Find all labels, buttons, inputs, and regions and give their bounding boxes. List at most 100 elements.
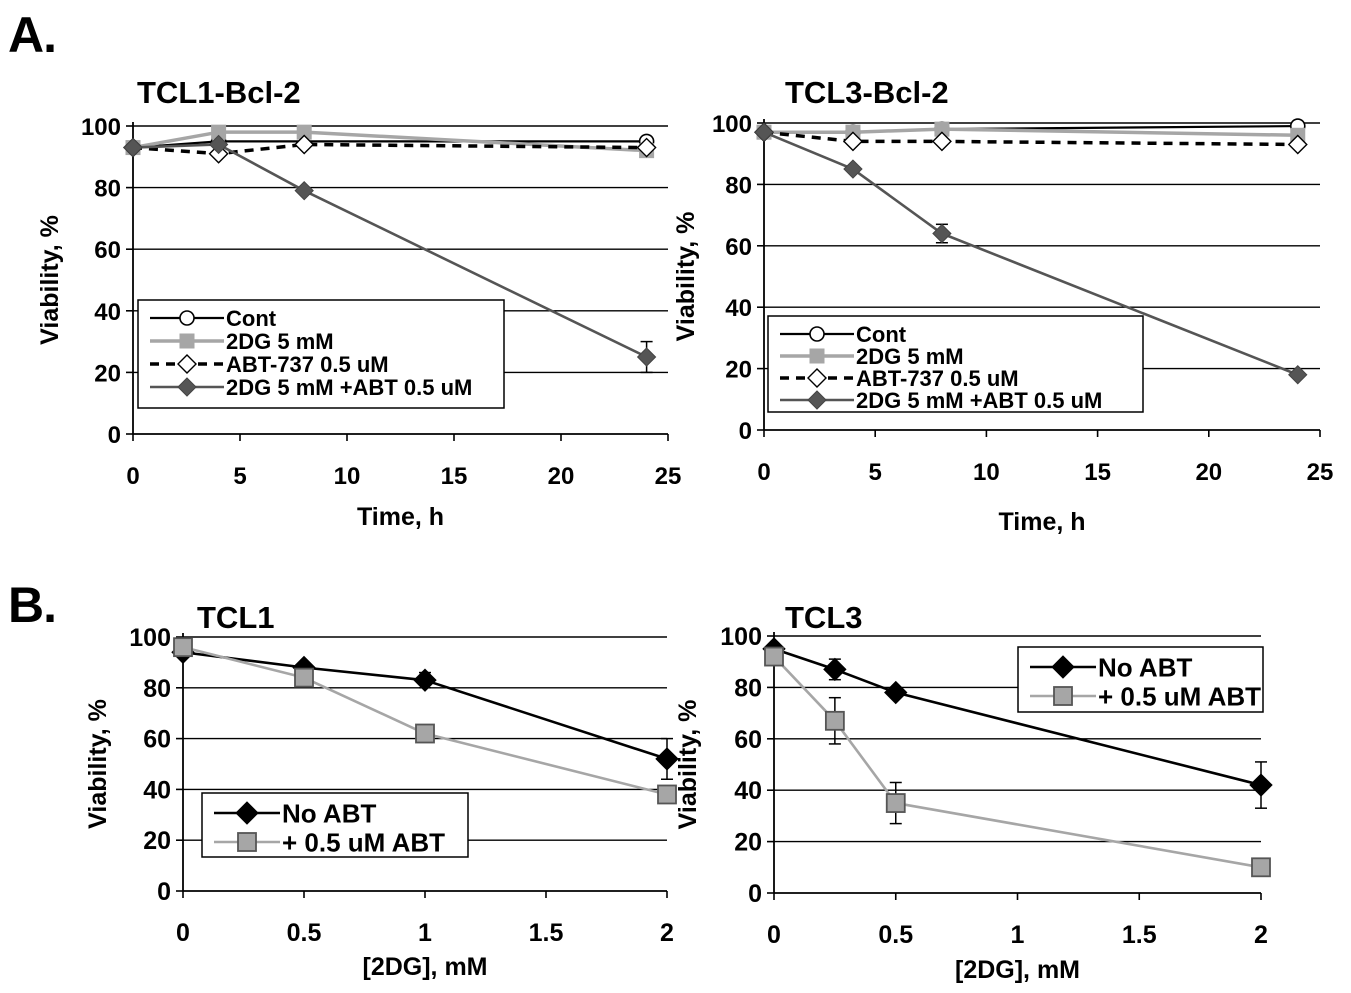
legend-label: ABT-737 0.5 uM xyxy=(226,352,389,377)
legend-marker-dg xyxy=(179,333,195,349)
y-tick-label: 100 xyxy=(712,111,752,138)
y-tick-label: 80 xyxy=(734,674,762,702)
x-axis-label: Time, h xyxy=(357,503,444,531)
data-point-plus_abt xyxy=(885,793,906,813)
legend-box xyxy=(767,315,1144,413)
y-tick-label: 20 xyxy=(143,827,171,855)
data-point-combo xyxy=(1288,365,1308,385)
x-tick-label: 0 xyxy=(767,921,781,949)
series-line-no_abt xyxy=(182,650,668,761)
data-point-no_abt xyxy=(884,680,908,705)
y-axis-label: Viability, % xyxy=(84,699,112,829)
x-tick-label: 15 xyxy=(1084,459,1111,486)
y-tick-label: 100 xyxy=(129,624,171,652)
x-tick-label: 15 xyxy=(441,463,468,490)
legend-label: Cont xyxy=(856,322,907,347)
y-tick-label: 0 xyxy=(108,422,121,449)
series-line-no_abt xyxy=(773,647,1262,787)
legend-marker-cont xyxy=(179,310,195,326)
x-tick-label: 0 xyxy=(757,459,770,486)
x-axis-label: [2DG], mM xyxy=(363,953,488,981)
data-point-abt xyxy=(636,137,657,158)
x-tick-label: 1.5 xyxy=(1122,921,1157,949)
data-point-abt xyxy=(1287,134,1308,155)
data-point-abt xyxy=(931,131,952,152)
legend-label: 2DG 5 mM xyxy=(226,329,334,354)
x-tick-label: 2 xyxy=(1254,921,1268,949)
legend-label: No ABT xyxy=(1098,652,1192,682)
y-tick-label: 40 xyxy=(734,777,762,805)
x-tick-label: 20 xyxy=(1195,459,1222,486)
y-tick-label: 80 xyxy=(94,176,121,203)
y-tick-label: 80 xyxy=(725,172,752,199)
data-point-plus_abt xyxy=(764,646,784,667)
data-point-combo xyxy=(754,122,774,142)
data-point-no_abt xyxy=(655,747,679,771)
y-tick-label: 100 xyxy=(81,114,121,141)
x-tick-label: 25 xyxy=(1307,459,1334,486)
data-point-plus_abt xyxy=(415,723,435,744)
y-tick-label: 20 xyxy=(725,357,752,384)
series-line-combo xyxy=(763,131,1299,376)
y-axis-label: Viability, % xyxy=(674,700,702,830)
x-tick-label: 10 xyxy=(334,463,361,490)
legend-marker-plus_abt xyxy=(237,832,257,852)
legend-label: + 0.5 uM ABT xyxy=(1098,681,1261,711)
legend-marker-abt xyxy=(807,368,827,388)
legend-marker-abt xyxy=(177,354,197,374)
panel-a-label: A. xyxy=(8,7,57,63)
x-tick-label: 5 xyxy=(869,459,882,486)
series-line-dg xyxy=(764,127,1298,138)
legend-label: 2DG 5 mM +ABT 0.5 uM xyxy=(226,375,472,400)
y-tick-label: 20 xyxy=(94,360,121,387)
x-axis-label: [2DG], mM xyxy=(955,956,1080,984)
x-tick-label: 1 xyxy=(1011,921,1025,949)
legend-label: ABT-737 0.5 uM xyxy=(856,366,1019,391)
y-tick-label: 60 xyxy=(94,237,121,264)
data-point-no_abt xyxy=(413,668,437,692)
chart-title: TCL1 xyxy=(197,600,275,635)
y-tick-label: 80 xyxy=(143,675,171,703)
x-tick-label: 0.5 xyxy=(287,919,322,947)
y-axis-label: Viability, % xyxy=(36,215,64,345)
x-tick-label: 10 xyxy=(973,459,1000,486)
legend-marker-dg xyxy=(809,348,825,364)
x-axis-label: Time, h xyxy=(998,508,1085,536)
legend-label: 2DG 5 mM +ABT 0.5 uM xyxy=(856,388,1102,413)
legend-label: No ABT xyxy=(282,798,376,828)
chart-title: TCL3 xyxy=(785,600,863,635)
data-point-combo xyxy=(932,223,952,244)
x-tick-label: 20 xyxy=(548,463,575,490)
y-tick-label: 0 xyxy=(739,418,752,445)
y-tick-label: 100 xyxy=(720,623,762,651)
legend-marker-no_abt xyxy=(235,801,259,825)
data-point-combo xyxy=(294,180,314,201)
x-tick-label: 5 xyxy=(233,463,246,490)
data-point-no_abt xyxy=(823,657,847,682)
y-axis-label: Viability, % xyxy=(672,212,700,342)
data-point-plus_abt xyxy=(173,637,193,658)
y-tick-label: 60 xyxy=(734,726,762,754)
y-tick-label: 0 xyxy=(748,880,762,908)
series-line-dg xyxy=(132,130,647,153)
x-tick-label: 1.5 xyxy=(529,919,564,947)
series-line-combo xyxy=(132,143,648,359)
x-tick-label: 2 xyxy=(660,919,674,947)
y-tick-label: 40 xyxy=(725,295,752,322)
x-tick-label: 0 xyxy=(176,919,190,947)
y-tick-label: 0 xyxy=(157,878,171,906)
data-point-plus_abt xyxy=(1251,857,1271,878)
x-tick-label: 25 xyxy=(655,463,682,490)
series-line-plus_abt xyxy=(773,655,1262,869)
x-tick-label: 1 xyxy=(418,919,432,947)
panel-b-label: B. xyxy=(8,577,57,633)
legend-marker-plus_abt xyxy=(1053,686,1073,706)
legend-marker-combo xyxy=(177,377,197,397)
x-tick-label: 0.5 xyxy=(878,921,913,949)
chart-title: TCL3-Bcl-2 xyxy=(785,75,949,110)
series-line-plus_abt xyxy=(182,645,668,796)
y-tick-label: 20 xyxy=(734,829,762,857)
chart-title: TCL1-Bcl-2 xyxy=(137,75,301,110)
data-point-abt xyxy=(294,134,315,155)
